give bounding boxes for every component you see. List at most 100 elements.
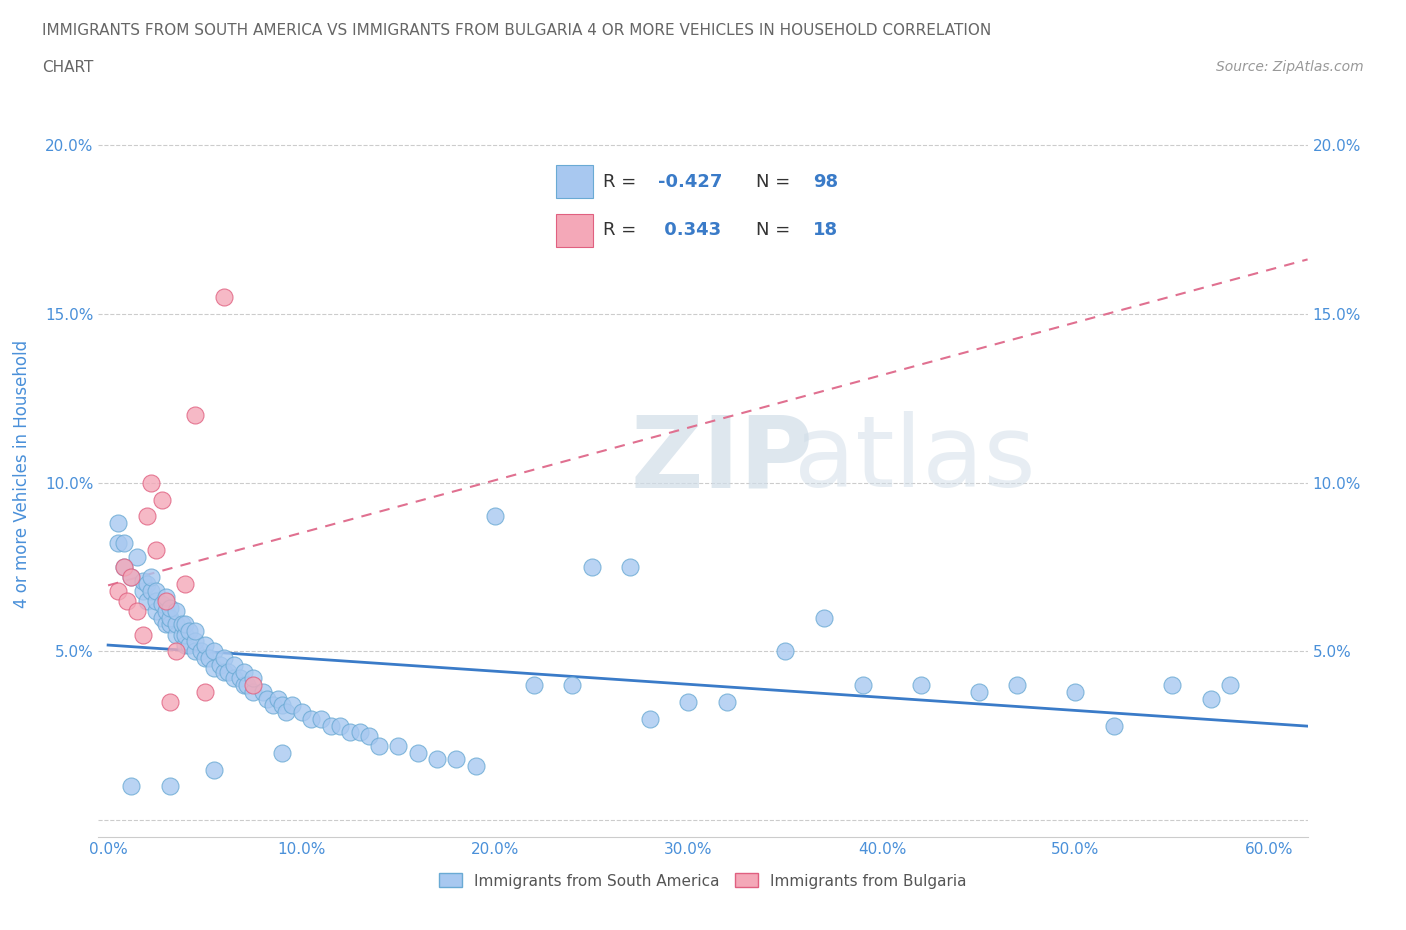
Point: [174, 627, 197, 642]
Point: [236, 678, 259, 693]
Point: [204, 644, 226, 658]
Point: [638, 711, 661, 726]
Point: [194, 651, 217, 666]
Point: [212, 664, 235, 679]
Point: [150, 610, 173, 625]
Point: [107, 516, 129, 531]
Legend: Immigrants from South America, Immigrants from Bulgaria: Immigrants from South America, Immigrant…: [433, 868, 973, 895]
Point: [107, 583, 129, 598]
Point: [252, 684, 274, 699]
Point: [155, 593, 177, 608]
Point: [107, 536, 129, 551]
Point: [309, 711, 332, 726]
Point: [242, 684, 264, 699]
Point: [329, 718, 352, 733]
Point: [155, 617, 177, 631]
Point: [581, 560, 603, 575]
Point: [184, 624, 207, 639]
Point: [159, 695, 181, 710]
Point: [117, 593, 139, 608]
Point: [967, 684, 990, 699]
Point: [120, 570, 142, 585]
Point: [165, 644, 187, 658]
Point: [1219, 678, 1241, 693]
Point: [145, 604, 167, 618]
Point: [127, 550, 149, 565]
Point: [271, 745, 294, 760]
Point: [120, 779, 142, 794]
Point: [145, 583, 167, 598]
Point: [150, 597, 173, 612]
Point: [910, 678, 932, 693]
Point: [170, 627, 193, 642]
Point: [145, 593, 167, 608]
Point: [274, 705, 297, 720]
Point: [204, 762, 226, 777]
Point: [619, 560, 641, 575]
Point: [145, 543, 167, 558]
Point: [1007, 678, 1029, 693]
Point: [212, 290, 235, 305]
Point: [290, 705, 312, 720]
Point: [387, 738, 409, 753]
Point: [228, 671, 250, 685]
Point: [135, 577, 157, 591]
Point: [194, 684, 217, 699]
Point: [484, 509, 506, 524]
Point: [232, 678, 254, 693]
Point: [813, 610, 835, 625]
Point: [446, 752, 468, 767]
Point: [190, 644, 212, 658]
Point: [135, 509, 157, 524]
Point: [197, 651, 219, 666]
Point: [174, 637, 197, 652]
Point: [132, 583, 155, 598]
Point: [222, 658, 245, 672]
Point: [256, 691, 278, 706]
Point: [132, 627, 155, 642]
Point: [262, 698, 284, 713]
Point: [561, 678, 583, 693]
Point: [209, 658, 232, 672]
Point: [281, 698, 304, 713]
Point: [242, 671, 264, 685]
Text: CHART: CHART: [42, 60, 94, 75]
Point: [773, 644, 796, 658]
Point: [232, 664, 254, 679]
Point: [359, 728, 381, 743]
Point: [139, 570, 162, 585]
Point: [716, 695, 738, 710]
Point: [1102, 718, 1125, 733]
Point: [523, 678, 546, 693]
Point: [159, 779, 181, 794]
Point: [852, 678, 875, 693]
Text: Source: ZipAtlas.com: Source: ZipAtlas.com: [1216, 60, 1364, 74]
Y-axis label: 4 or more Vehicles in Household: 4 or more Vehicles in Household: [13, 340, 31, 608]
Point: [339, 725, 361, 740]
Point: [112, 536, 135, 551]
Point: [159, 600, 181, 615]
Point: [319, 718, 342, 733]
Point: [212, 651, 235, 666]
Point: [135, 593, 157, 608]
Point: [165, 604, 187, 618]
Point: [267, 691, 290, 706]
Point: [139, 475, 162, 490]
Point: [299, 711, 322, 726]
Point: [1161, 678, 1184, 693]
Point: [170, 617, 193, 631]
Point: [271, 698, 294, 713]
Point: [165, 627, 187, 642]
Point: [406, 745, 429, 760]
Point: [184, 634, 207, 649]
Point: [426, 752, 449, 767]
Point: [127, 604, 149, 618]
Point: [112, 560, 135, 575]
Point: [174, 577, 197, 591]
Point: [242, 678, 264, 693]
Point: [159, 617, 181, 631]
Point: [112, 560, 135, 575]
Point: [155, 590, 177, 604]
Point: [222, 671, 245, 685]
Point: [184, 644, 207, 658]
